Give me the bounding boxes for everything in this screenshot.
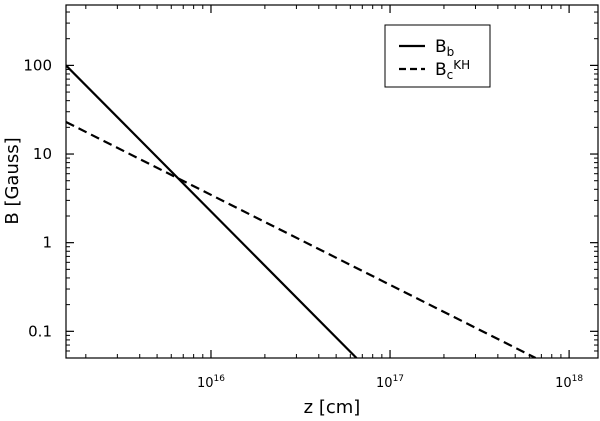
major-ticks <box>66 5 598 358</box>
series-layer <box>66 64 537 358</box>
y-tick-label: 0.1 <box>28 322 52 340</box>
legend-label-c: BcKH <box>435 58 470 82</box>
x-tick-label: 1017 <box>376 374 404 391</box>
legend-label-b: Bb <box>435 37 454 59</box>
series-line-c <box>66 121 537 358</box>
minor-ticks <box>66 5 598 359</box>
tick-labels: 1016 1017 1018 0.1 1 10 100 <box>23 56 583 391</box>
y-tick-label: 100 <box>23 56 52 74</box>
y-tick-label: 1 <box>42 234 52 252</box>
x-tick-label: 1018 <box>555 374 583 391</box>
plot-frame <box>65 4 599 359</box>
legend-box <box>384 24 491 88</box>
x-axis-label: z [cm] <box>304 397 361 417</box>
y-tick-label: 10 <box>33 145 52 163</box>
x-tick-label: 1016 <box>197 374 225 391</box>
series-line-b <box>66 64 358 358</box>
y-axis-label: B [Gauss] <box>2 137 23 224</box>
